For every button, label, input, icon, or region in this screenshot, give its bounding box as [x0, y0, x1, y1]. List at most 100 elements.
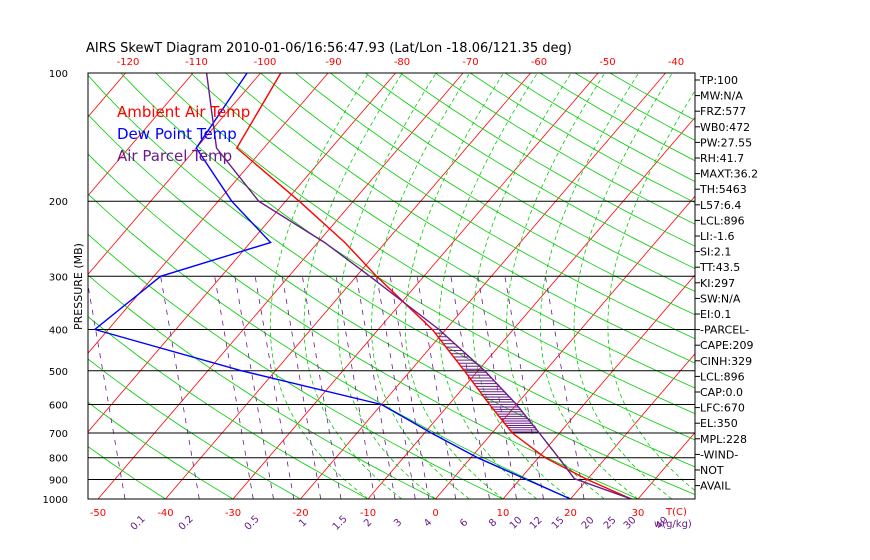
index-label: LI:-1.6 [700, 230, 735, 243]
isotherm-line [97, 73, 464, 499]
top-temp-tick-label: -80 [394, 57, 410, 68]
legend-entry: Dew Point Temp [117, 125, 237, 143]
pressure-tick-label: 600 [49, 400, 68, 411]
x-axis-units: T(C) [665, 507, 687, 518]
top-temp-tick-label: -110 [185, 57, 208, 68]
moist-adiabat-line [539, 73, 639, 499]
isotherm-line [773, 73, 870, 499]
dry-adiabat-line [88, 274, 436, 499]
index-label: LCL:896 [700, 214, 745, 227]
mixing-ratio-line [477, 276, 517, 499]
moist-adiabat-line [438, 73, 538, 499]
mixing-ratio-tick-label: 6 [458, 517, 470, 529]
dry-adiabat-line [88, 74, 695, 468]
pressure-tick-label: 400 [49, 325, 68, 336]
dry-adiabat-line [190, 73, 695, 389]
background-grid [26, 73, 870, 499]
plot-frame [87, 72, 696, 500]
legend-entry: Air Parcel Temp [117, 147, 232, 165]
bottom-temp-tick-label: 30 [632, 508, 645, 519]
mixing-ratio-line [254, 276, 295, 499]
pressure-tick-label: 300 [49, 272, 68, 283]
index-label: LFC:670 [700, 402, 745, 415]
index-label: SI:2.1 [700, 246, 731, 259]
index-label: CAP:0.0 [700, 386, 743, 399]
mixing-ratio-units: w(g/kg) [654, 519, 692, 530]
pressure-tick-label: 500 [49, 367, 68, 378]
moist-adiabat-line [404, 73, 504, 499]
dry-adiabat-line [88, 401, 234, 499]
index-label: TP:100 [699, 74, 738, 87]
mixing-ratio-tick-label: 0.2 [177, 514, 196, 533]
dry-adiabat-line [88, 358, 301, 499]
top-temp-tick-label: -120 [117, 57, 140, 68]
index-label: KI:297 [700, 277, 735, 290]
index-label: EL:350 [700, 417, 738, 430]
profile-series [93, 73, 632, 499]
mixing-ratio-line [301, 276, 342, 499]
bottom-temp-tick-label: -40 [157, 508, 173, 519]
mixing-ratio-line [26, 276, 65, 499]
isotherm-line [367, 116, 695, 499]
top-temp-tick-label: -60 [531, 57, 547, 68]
index-label: AVAIL [700, 480, 731, 493]
moist-adiabat-line [337, 73, 437, 499]
moist-adiabat-line [506, 73, 606, 499]
index-label: SW:N/A [700, 292, 741, 305]
bottom-temp-tick-label: -30 [225, 508, 241, 519]
top-temp-tick-label: -50 [599, 57, 615, 68]
mixing-ratio-tick-label: 10 [508, 515, 525, 532]
index-label: WB0:472 [700, 121, 750, 134]
mixing-ratio-line [389, 276, 430, 499]
dry-adiabat-line [88, 193, 571, 499]
index-label: -PARCEL- [700, 324, 749, 337]
mixing-ratio-tick-label: 20 [580, 515, 597, 532]
moist-adiabat-line [269, 73, 369, 499]
legend: Ambient Air Temp Dew Point Temp Air Parcel… [117, 103, 250, 165]
mixing-ratio-tick-label: 25 [602, 515, 619, 532]
dry-adiabat-line [155, 73, 695, 415]
mixing-ratio-tick-label: 0.1 [129, 514, 148, 533]
index-label: MAXT:36.2 [700, 168, 758, 181]
isotherm-line [841, 73, 870, 499]
top-temp-tick-label: -70 [462, 57, 478, 68]
mixing-ratio-line [214, 276, 254, 499]
moist-adiabat-line [371, 73, 471, 499]
dry-adiabat-line [88, 316, 369, 499]
mixing-ratio-tick-label: 3 [392, 517, 404, 529]
bottom-temp-tick-label: -50 [90, 508, 106, 519]
pressure-tick-label: 100 [49, 69, 68, 80]
isotherm-line [435, 195, 695, 499]
moist-adiabat-line [472, 73, 572, 499]
dry-adiabat-line [225, 73, 695, 364]
mixing-ratio-line [88, 283, 126, 499]
dry-adiabat-line [88, 113, 695, 496]
pressure-tick-label: 1000 [43, 495, 68, 506]
index-label: L57:6.4 [700, 199, 741, 212]
isotherm-line [88, 73, 194, 197]
top-temp-tick-label: -90 [325, 57, 341, 68]
dry-adiabat-line [330, 73, 695, 292]
mixing-ratio-line [376, 276, 416, 499]
air-parcel-temp-line [205, 73, 632, 499]
index-label: FRZ:577 [700, 105, 746, 118]
legend-entry: Ambient Air Temp [117, 103, 250, 121]
index-label: MPL:228 [700, 433, 747, 446]
chart-title: AIRS SkewT Diagram 2010-01-06/16:56:47.9… [86, 41, 572, 56]
top-temp-tick-label: -100 [254, 57, 277, 68]
index-label: PW:27.55 [700, 136, 752, 149]
dry-adiabat-line [539, 73, 695, 162]
pressure-tick-label: 200 [49, 197, 68, 208]
moist-adiabat-line [607, 89, 695, 491]
dry-adiabat-line [400, 73, 695, 247]
stability-indices: TP:100 MW:N/A FRZ:577 WB0:472 PW:27.55 RH:41.… [695, 74, 758, 493]
dry-adiabat-line [260, 73, 695, 340]
bottom-temp-tick-label: 10 [497, 508, 510, 519]
dry-adiabat-line [120, 73, 695, 441]
mixing-ratio-line [335, 276, 376, 499]
isotherm-line [300, 73, 666, 499]
bottom-temp-tick-label: 0 [432, 508, 438, 519]
dry-adiabat-line [469, 73, 695, 204]
dry-adiabat-line [365, 73, 695, 270]
